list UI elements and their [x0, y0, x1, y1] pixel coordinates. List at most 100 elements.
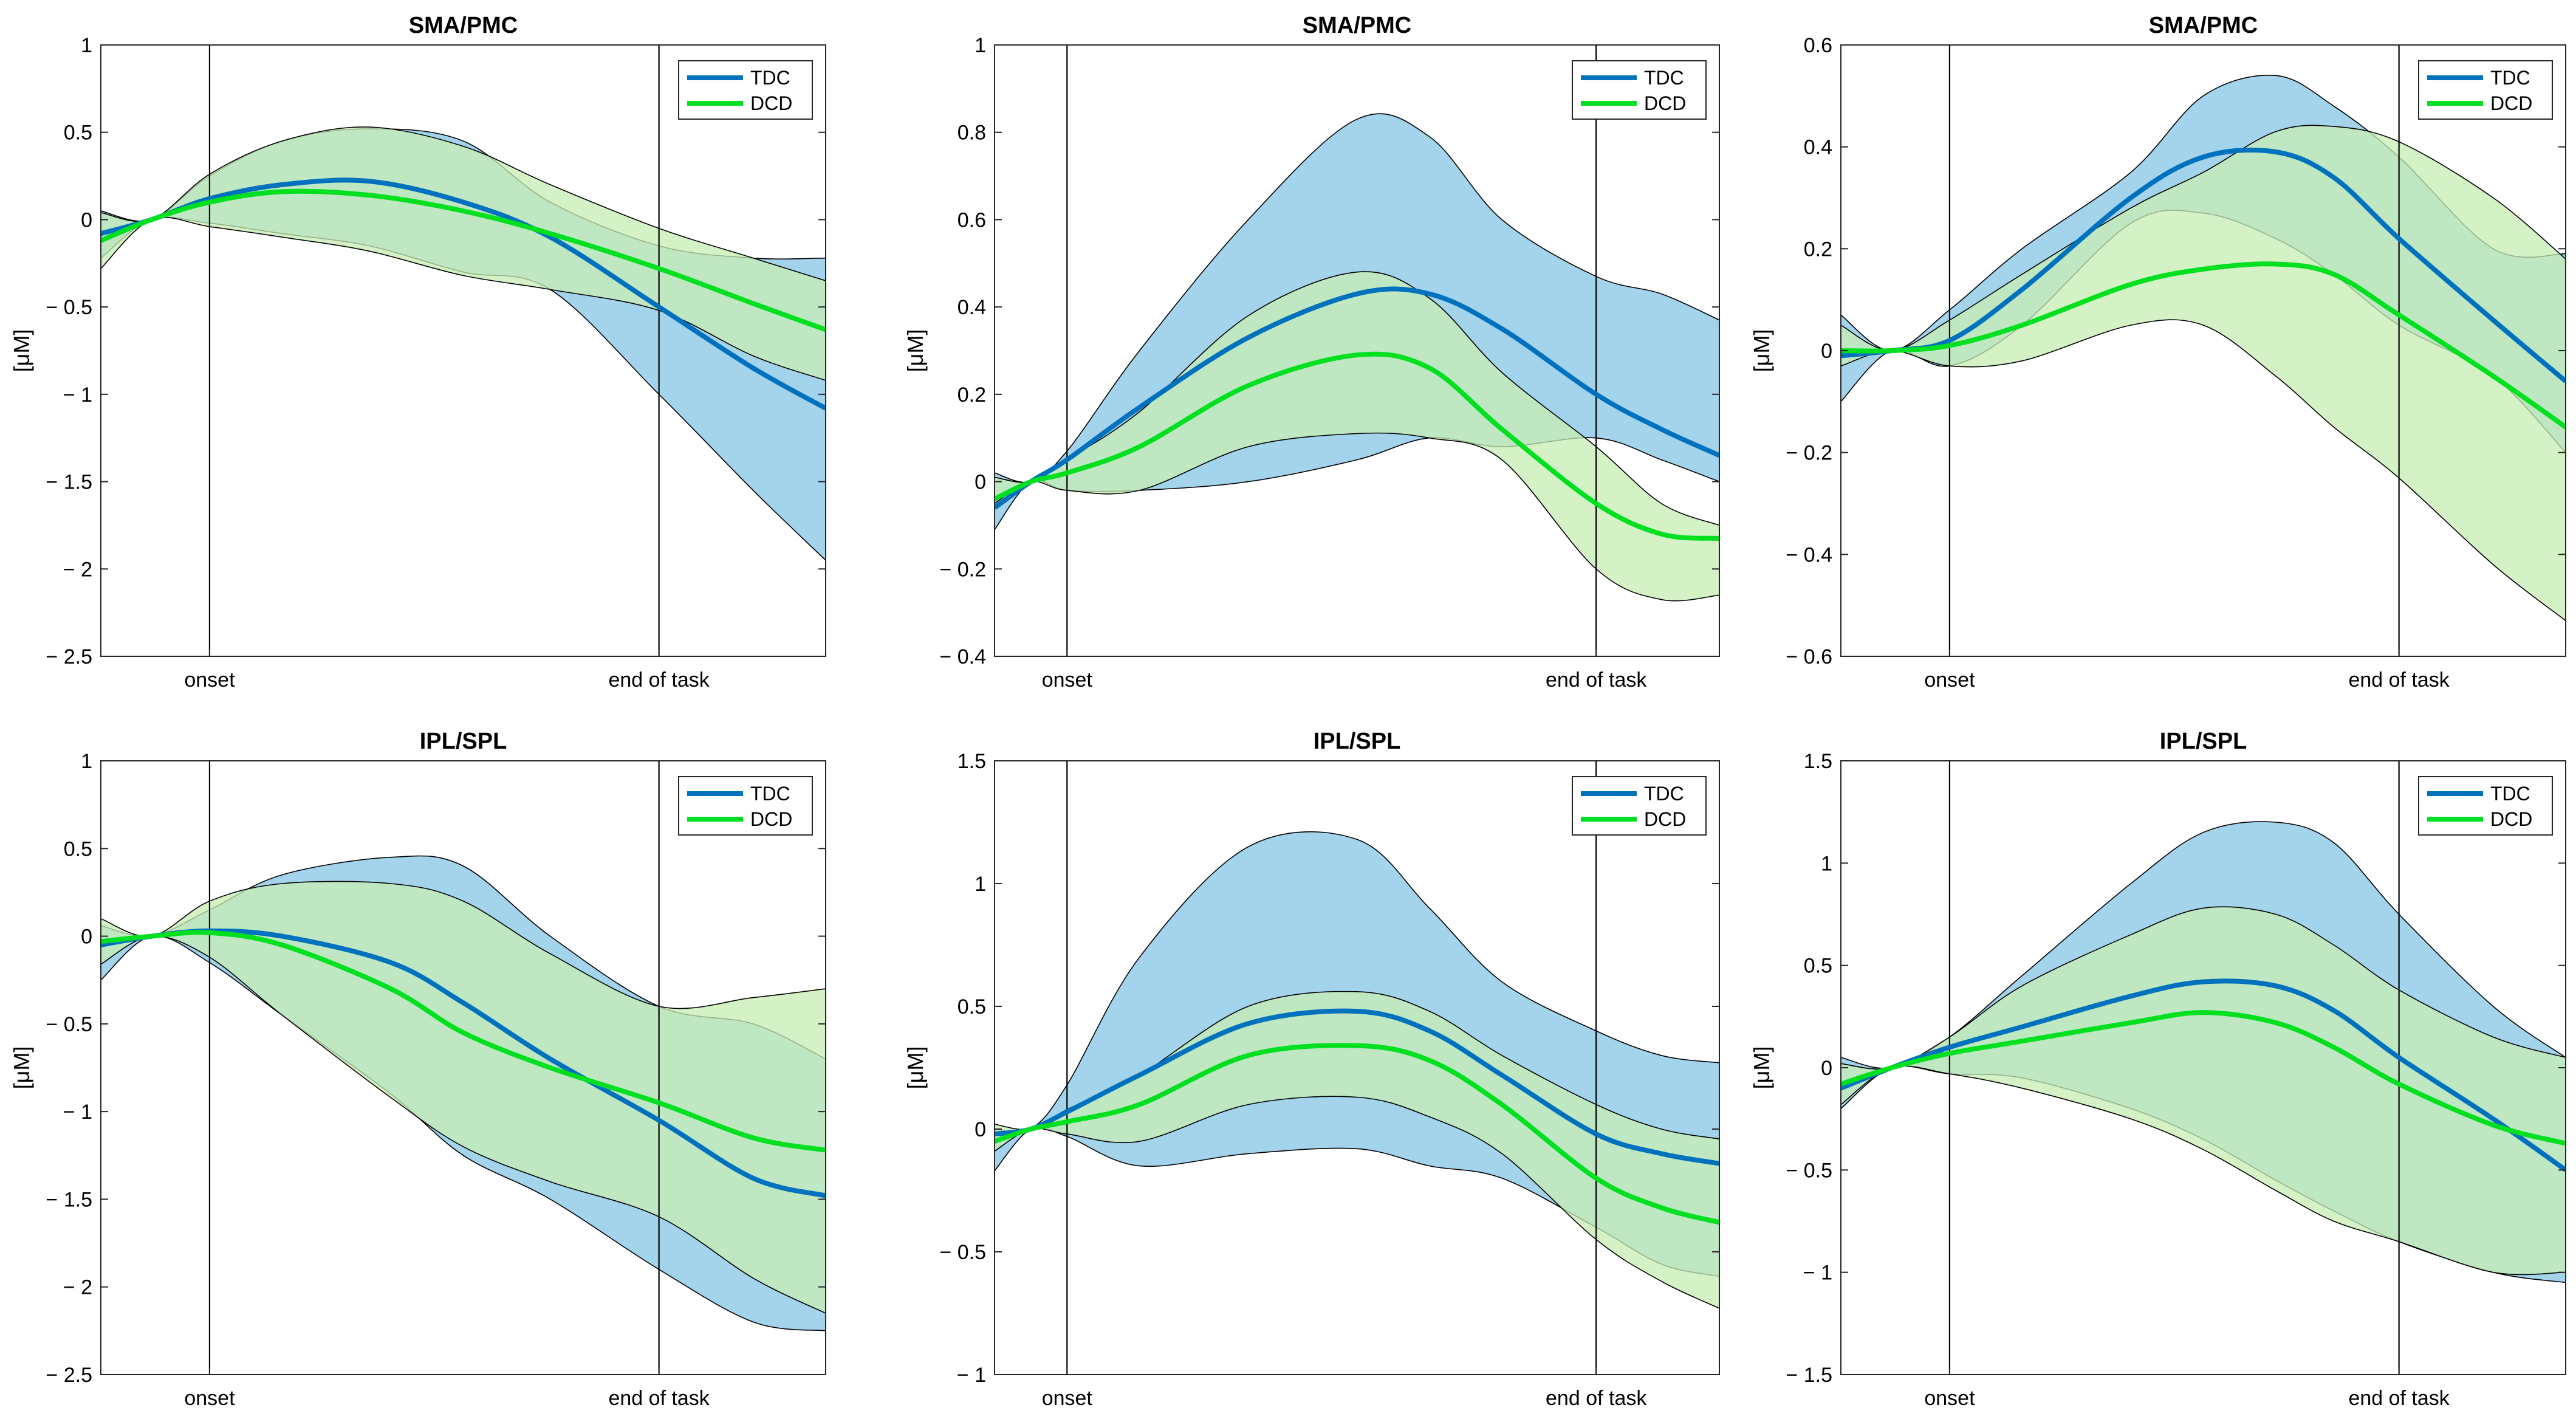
- y-tick-label: − 0.6: [1786, 645, 1832, 668]
- end-of-task-label: end of task: [608, 1387, 710, 1410]
- chart-title: IPL/SPL: [1314, 729, 1401, 754]
- onset-label: onset: [184, 1387, 235, 1410]
- legend-label-tdc: TDC: [1644, 783, 1684, 805]
- legend: TDC DCD: [678, 776, 813, 836]
- legend-label-dcd: DCD: [1644, 808, 1686, 830]
- y-tick-label: − 1: [1803, 1262, 1832, 1285]
- y-tick-label: 1: [1821, 852, 1832, 875]
- y-tick-label: 0.8: [957, 122, 986, 145]
- y-tick-label: 0.4: [957, 296, 986, 319]
- plot-content: [1841, 45, 2566, 656]
- y-axis-label: [μM]: [9, 329, 34, 373]
- onset-label: onset: [184, 668, 235, 692]
- legend: TDC DCD: [678, 60, 813, 120]
- y-tick-label: − 2: [63, 1276, 92, 1299]
- legend-label-tdc: TDC: [2490, 67, 2530, 89]
- tdc-mean-line: [995, 1008, 1719, 1166]
- onset-label: onset: [1924, 1387, 1975, 1410]
- y-tick-label: 1: [81, 750, 92, 773]
- y-tick-label: 0.5: [1804, 955, 1832, 978]
- plot-content: [1841, 761, 2566, 1375]
- tdc-mean-line: [995, 286, 1719, 510]
- chart-title: SMA/PMC: [2149, 13, 2258, 38]
- legend: TDC DCD: [2418, 60, 2553, 120]
- y-tick-label: 0.5: [64, 837, 92, 860]
- y-tick-label: − 1.5: [46, 1188, 92, 1211]
- end-of-task-label: end of task: [608, 668, 710, 692]
- dcd-mean-line: [995, 1043, 1719, 1225]
- chart-title: SMA/PMC: [1303, 13, 1411, 38]
- plot-content: [101, 761, 826, 1375]
- legend-box: [2418, 60, 2553, 120]
- y-tick-label: − 0.5: [46, 296, 92, 319]
- y-tick-label: 1.5: [1804, 750, 1832, 773]
- legend-box: [1572, 60, 1707, 120]
- chart-title: IPL/SPL: [420, 729, 507, 754]
- legend-label-tdc: TDC: [750, 783, 790, 805]
- y-tick-label: − 0.2: [939, 558, 986, 581]
- y-tick-label: 1: [81, 34, 92, 57]
- y-tick-label: − 1: [63, 1101, 92, 1124]
- axes-frame: [100, 44, 826, 657]
- dcd-confidence-band: [995, 271, 1719, 602]
- y-tick-label: 0: [1821, 1057, 1832, 1080]
- axes-frame: [100, 760, 826, 1375]
- y-tick-label: − 1.5: [46, 471, 92, 494]
- end-of-task-label: end of task: [1546, 668, 1647, 692]
- y-tick-label: 0.2: [1804, 238, 1832, 261]
- chart-panel-3: − 0.6 − 0.4 − 0.2 0 0.2 0.4 0.6 onset end of tas…: [1749, 13, 2566, 692]
- y-tick-label: − 2: [63, 558, 92, 581]
- dcd-mean-line: [101, 188, 826, 332]
- legend-label-tdc: TDC: [2490, 783, 2530, 805]
- legend-label-tdc: TDC: [1644, 67, 1684, 89]
- legend: TDC DCD: [1572, 60, 1707, 120]
- y-axis-label: [μM]: [903, 1046, 928, 1090]
- dcd-confidence-band: [1841, 906, 2566, 1276]
- chart-panel-6: − 1.5 − 1 − 0.5 0 0.5 1 1.5 onset end of task IPL…: [1749, 729, 2566, 1410]
- onset-label: onset: [1042, 668, 1093, 692]
- y-tick-label: − 0.4: [1786, 543, 1832, 566]
- y-tick-label: 0.5: [64, 122, 92, 145]
- legend-label-dcd: DCD: [2490, 808, 2532, 830]
- plot-content: [995, 45, 1719, 656]
- y-tick-label: − 1: [957, 1364, 986, 1387]
- legend-box: [678, 60, 813, 120]
- y-tick-label: 0.5: [957, 995, 986, 1018]
- end-of-task-label: end of task: [2348, 1387, 2450, 1410]
- legend-label-tdc: TDC: [750, 67, 790, 89]
- y-tick-label: 0: [1821, 340, 1832, 363]
- y-axis-label: [μM]: [1749, 329, 1774, 373]
- y-tick-label: − 0.4: [939, 645, 986, 668]
- y-tick-label: − 0.2: [1786, 442, 1832, 465]
- y-tick-label: 0: [81, 208, 92, 232]
- chart-title: IPL/SPL: [2160, 729, 2247, 754]
- y-axis-label: [μM]: [1749, 1046, 1774, 1090]
- y-tick-label: 1: [975, 873, 986, 896]
- onset-label: onset: [1924, 668, 1975, 692]
- y-tick-label: 1.5: [957, 750, 986, 773]
- y-tick-label: − 1: [63, 383, 92, 407]
- y-tick-label: 1: [975, 34, 986, 57]
- y-axis-label: [μM]: [903, 329, 928, 373]
- y-tick-label: 0: [81, 926, 92, 949]
- y-tick-label: 0.4: [1804, 136, 1832, 159]
- legend-box: [1572, 776, 1707, 836]
- y-tick-label: 0: [975, 471, 986, 494]
- tdc-mean-line: [1841, 147, 2566, 383]
- chart-panel-4: − 2.5 − 2 − 1.5 − 1 − 0.5 0 0.5 1 onset end of ta…: [9, 729, 826, 1410]
- legend-box: [678, 776, 813, 836]
- dcd-mean-line: [1841, 261, 2566, 430]
- y-tick-label: − 0.5: [939, 1241, 986, 1264]
- chart-title: SMA/PMC: [409, 13, 518, 38]
- plot-content: [101, 45, 826, 656]
- onset-label: onset: [1042, 1387, 1093, 1410]
- y-tick-label: − 1.5: [1786, 1364, 1832, 1387]
- y-tick-label: 0.2: [957, 383, 986, 407]
- axes-frame: [994, 760, 1720, 1375]
- y-tick-label: − 2.5: [46, 1364, 92, 1387]
- legend-label-dcd: DCD: [750, 92, 792, 114]
- y-tick-label: 0.6: [1804, 34, 1832, 57]
- y-tick-label: − 2.5: [46, 645, 92, 668]
- end-of-task-label: end of task: [1546, 1387, 1647, 1410]
